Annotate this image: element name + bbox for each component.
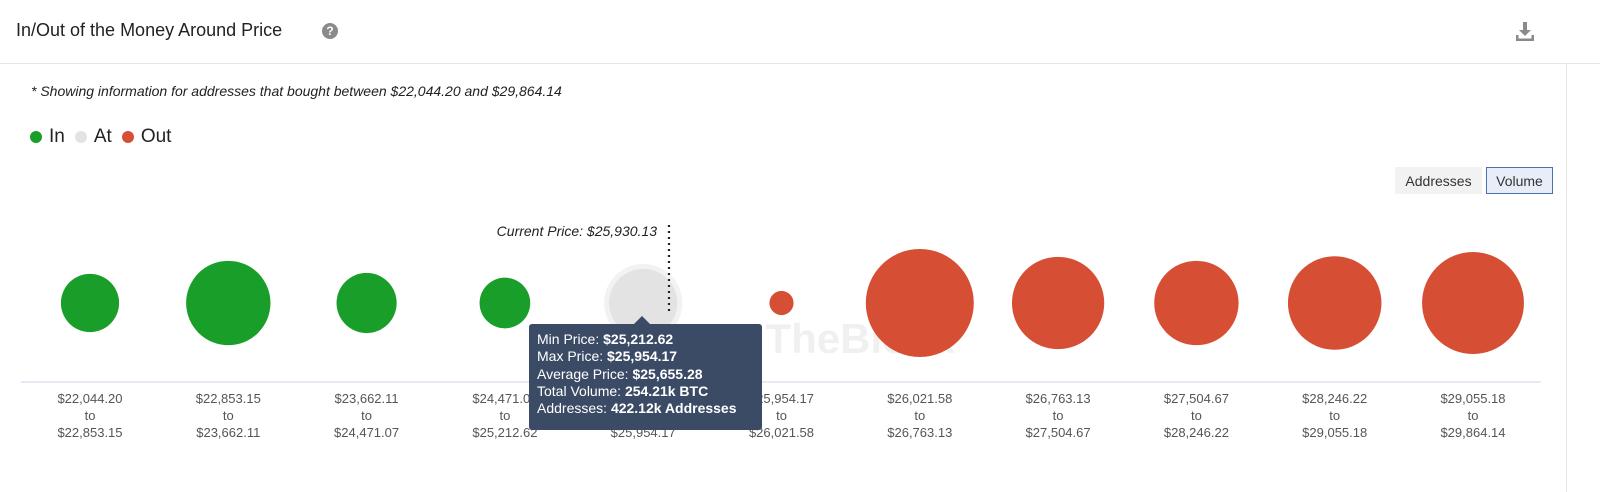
tick-label-to: $29,055.18 — [1302, 425, 1367, 440]
legend-dot-out — [121, 131, 134, 143]
tooltip-addresses: Addresses: 422.12k Addresses — [537, 400, 737, 417]
tick-label-to-word: to — [1468, 408, 1479, 423]
tick-label-from: $27,504.67 — [1164, 391, 1229, 406]
tick-label-from: $22,044.20 — [57, 391, 122, 406]
tick-label-from: $26,021.58 — [887, 391, 952, 406]
bubble-in-1[interactable] — [60, 273, 120, 333]
divider-line — [1566, 64, 1567, 492]
tick-label-to: $22,853.15 — [57, 425, 122, 440]
legend-item-at[interactable]: At — [74, 126, 112, 148]
download-icon[interactable] — [1514, 20, 1536, 42]
tick-label-to: $26,763.13 — [887, 425, 952, 440]
addresses-toggle-button[interactable]: Addresses — [1395, 167, 1482, 194]
bubble-out-11[interactable] — [1422, 252, 1524, 354]
legend-label-in: In — [49, 126, 65, 147]
legend-label-at: At — [93, 126, 112, 147]
volume-toggle-button[interactable]: Volume — [1486, 167, 1553, 194]
chart-header: In/Out of the Money Around Price ? — [0, 0, 1600, 64]
tick-label-to: $28,246.22 — [1164, 425, 1229, 440]
legend-item-in[interactable]: In — [30, 126, 65, 148]
tick-label-from: $26,763.13 — [1026, 391, 1091, 406]
current-price-label: Current Price: $25,930.13 — [497, 223, 658, 239]
bubble-in-2[interactable] — [186, 260, 271, 346]
legend-dot-in — [30, 131, 42, 143]
bubble-chart: TheBlock$22,044.20to$22,853.15$22,853.15… — [21, 223, 1541, 440]
bubble-at-5[interactable] — [609, 268, 678, 338]
tick-label-to-word: to — [361, 408, 372, 423]
bubble-out-7[interactable] — [865, 249, 974, 357]
tick-label-from: $23,662.11 — [335, 391, 399, 406]
chart-title: In/Out of the Money Around Price — [16, 20, 283, 40]
tick-label-from: $25,954.17 — [749, 391, 814, 406]
tick-label-to: $24,471.07 — [334, 425, 399, 440]
bubble-in-3[interactable] — [336, 272, 397, 334]
tick-label-to-word: to — [499, 408, 510, 423]
tick-label-to: $27,504.67 — [1026, 425, 1091, 440]
legend: In At Out — [30, 126, 181, 148]
bubble-out-6[interactable] — [769, 290, 794, 316]
tick-label-to: $23,662.11 — [196, 425, 260, 440]
tick-label-from: $22,853.15 — [196, 391, 261, 406]
tooltip: Min Price: $25,212.62 Max Price: $25,954… — [529, 324, 762, 430]
tooltip-max-price: Max Price: $25,954.17 — [537, 348, 678, 365]
tooltip-average-price: Average Price: $25,655.28 — [537, 365, 703, 382]
tooltip-arrow — [634, 316, 650, 324]
range-note: * Showing information for addresses that… — [31, 83, 562, 99]
tick-label-to-word: to — [1191, 408, 1202, 423]
tooltip-total-volume: Total Volume: 254.21k BTC — [537, 382, 709, 399]
bubble-out-9[interactable] — [1154, 260, 1239, 346]
tick-label-to-word: to — [223, 408, 234, 423]
tick-label-to: $29,864.14 — [1440, 425, 1505, 440]
question-circle-icon[interactable]: ? — [322, 23, 338, 39]
bubble-out-8[interactable] — [1011, 256, 1105, 350]
bubble-out-10[interactable] — [1287, 256, 1382, 350]
tick-label-from: $24,471.07 — [472, 391, 537, 406]
tick-label-from: $28,246.22 — [1302, 391, 1367, 406]
tick-label-to: $25,212.62 — [472, 425, 537, 440]
tick-label-to-word: to — [85, 408, 96, 423]
legend-label-out: Out — [140, 126, 172, 147]
tick-label-from: $29,055.18 — [1440, 391, 1505, 406]
tooltip-min-price: Min Price: $25,212.62 — [537, 331, 674, 347]
tick-label-to-word: to — [1329, 408, 1340, 423]
tick-label-to: $26,021.58 — [749, 425, 814, 440]
legend-item-out[interactable]: Out — [121, 126, 172, 148]
bubble-in-4[interactable] — [479, 277, 531, 329]
tick-label-to-word: to — [914, 408, 925, 423]
legend-dot-at — [74, 131, 87, 143]
tick-label-to-word: to — [776, 408, 787, 423]
tick-label-to-word: to — [1053, 408, 1064, 423]
